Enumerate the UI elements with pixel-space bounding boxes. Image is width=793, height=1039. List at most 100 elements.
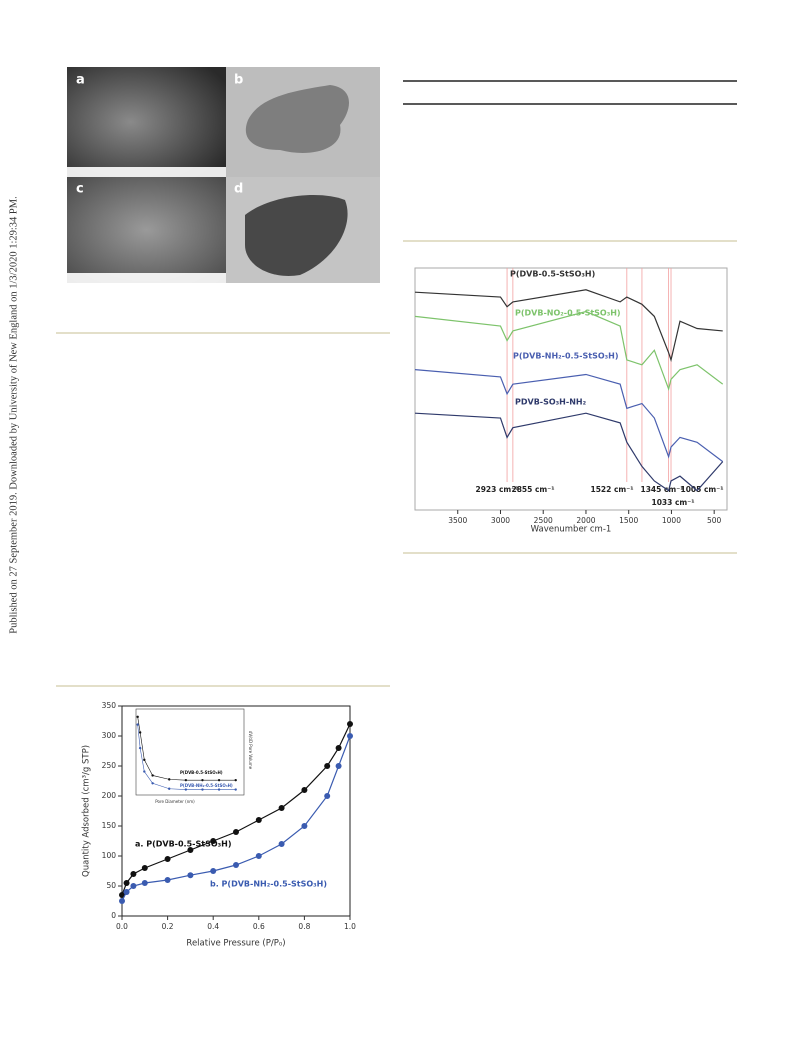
data-point xyxy=(335,763,342,769)
x-tick-label: 3000 xyxy=(491,516,510,525)
series-label: P(DVB-0.5-StSO₃H) xyxy=(180,770,223,775)
series-line xyxy=(414,310,724,392)
data-point xyxy=(138,746,142,750)
data-point xyxy=(301,823,308,829)
data-point xyxy=(301,787,308,793)
x-tick-label: 0.6 xyxy=(253,922,265,931)
info-bar xyxy=(67,167,226,177)
x-axis-label: Wavenumber cm-1 xyxy=(531,525,612,535)
data-point xyxy=(123,889,130,895)
data-point xyxy=(278,805,285,811)
data-point xyxy=(201,788,204,791)
data-point xyxy=(119,892,125,898)
data-point xyxy=(130,883,137,889)
y-tick-label: 150 xyxy=(102,821,117,830)
data-point xyxy=(324,763,331,769)
data-point xyxy=(168,787,171,790)
data-point xyxy=(151,782,154,785)
x-tick-label: 1500 xyxy=(619,516,638,525)
y-tick-label: 300 xyxy=(102,731,117,740)
x-axis-label: Pore Diameter (nm) xyxy=(155,799,195,804)
data-point xyxy=(138,731,142,734)
series-line xyxy=(414,289,723,363)
x-tick-label: 1.0 xyxy=(344,922,356,931)
series-label: b. P(DVB-NH₂-0.5-StSO₃H) xyxy=(210,880,327,889)
annotation: 1005 cm⁻¹ xyxy=(681,485,724,494)
panel-label: b xyxy=(234,73,243,88)
data-point xyxy=(136,715,139,719)
plot-frame xyxy=(135,708,245,796)
y-tick-label: 100 xyxy=(102,851,117,860)
data-point xyxy=(184,788,188,791)
x-tick-label: 0.4 xyxy=(207,922,219,931)
x-tick-label: 500 xyxy=(707,516,722,525)
sem-image xyxy=(67,67,226,177)
data-point xyxy=(234,778,237,782)
series-label: P(DVB-NO₂-0.5-StSO₃H) xyxy=(515,309,621,318)
data-point xyxy=(347,721,353,727)
x-tick-label: 0.0 xyxy=(116,922,128,931)
tem-particle xyxy=(245,195,348,276)
series-line xyxy=(414,369,724,463)
y-tick-label: 50 xyxy=(106,881,116,890)
data-point xyxy=(255,853,262,859)
annotation: 1033 cm⁻¹ xyxy=(652,498,695,507)
x-axis-label: Relative Pressure (P/P₀) xyxy=(186,939,285,949)
x-tick-label: 2000 xyxy=(576,516,595,525)
data-point xyxy=(201,778,204,782)
data-point xyxy=(255,817,262,823)
annotation: 2923 cm⁻¹ xyxy=(476,485,519,494)
data-point xyxy=(164,877,171,883)
data-point xyxy=(164,856,171,862)
y-tick-label: 0 xyxy=(111,911,116,920)
annotation: 1345 cm⁻¹ xyxy=(641,485,684,494)
data-point xyxy=(123,880,130,886)
data-point xyxy=(347,733,353,739)
data-point xyxy=(143,770,146,773)
data-point xyxy=(130,871,137,877)
data-point xyxy=(335,745,342,751)
data-point xyxy=(233,862,239,868)
panel-label: c xyxy=(76,182,84,197)
y-tick-label: 350 xyxy=(102,701,117,710)
data-point xyxy=(210,838,217,844)
panel-label: a xyxy=(76,73,85,88)
x-tick-label: 0.8 xyxy=(298,922,310,931)
plot-frame xyxy=(414,267,728,511)
data-point xyxy=(187,847,194,853)
data-point xyxy=(141,880,148,886)
plot-frame xyxy=(121,705,351,917)
x-tick-label: 0.2 xyxy=(162,922,174,931)
series-label: a. P(DVB-0.5-StSO₃H) xyxy=(135,840,232,849)
y-tick-label: 200 xyxy=(102,791,117,800)
side-note: Published on 27 September 2019. Download… xyxy=(8,196,19,633)
data-point xyxy=(141,865,148,871)
series-label: P(DVB-NH₂-0.5-StSO₃H) xyxy=(513,352,618,361)
data-point xyxy=(119,898,125,904)
data-point xyxy=(187,872,194,879)
panel-label: d xyxy=(234,182,243,197)
series-line xyxy=(414,412,724,492)
x-tick-label: 1000 xyxy=(662,516,681,525)
data-point xyxy=(234,788,237,791)
y-axis-label: dV/dD Pore Volume xyxy=(248,731,253,770)
series-label: PDVB-SO₃H-NH₂ xyxy=(515,398,587,407)
data-point xyxy=(217,778,221,782)
y-axis-label: Quantity Adsorbed (cm³/g STP) xyxy=(82,745,92,877)
data-point xyxy=(143,758,146,762)
data-point xyxy=(210,868,217,874)
micrograph-figure: a b c d xyxy=(67,67,380,283)
series-label: P(DVB-NH₂-0.5-StSO₃H) xyxy=(180,783,233,788)
series-label: P(DVB-0.5-StSO₃H) xyxy=(510,270,595,279)
data-point xyxy=(233,829,239,835)
info-bar xyxy=(67,273,226,283)
data-point xyxy=(217,788,221,791)
data-point xyxy=(151,774,154,777)
y-tick-label: 250 xyxy=(102,761,117,770)
sem-image xyxy=(67,177,226,283)
tem-particle xyxy=(245,85,350,153)
data-point xyxy=(184,778,188,782)
data-point xyxy=(168,778,171,781)
